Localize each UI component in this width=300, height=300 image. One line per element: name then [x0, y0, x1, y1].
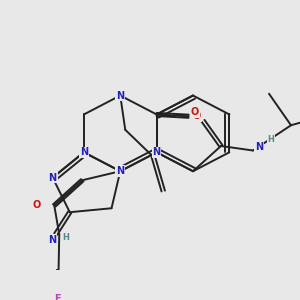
Text: N: N [255, 142, 263, 152]
Text: O: O [191, 107, 199, 117]
Text: F: F [54, 294, 61, 300]
Text: N: N [116, 91, 124, 100]
Text: N: N [49, 172, 57, 183]
Text: O: O [46, 237, 55, 247]
Text: N: N [153, 147, 161, 157]
Text: O: O [32, 200, 41, 211]
Text: N: N [116, 166, 124, 176]
Text: N: N [80, 147, 88, 157]
Text: N: N [48, 235, 56, 245]
Text: O: O [193, 111, 201, 121]
Text: H: H [268, 135, 274, 144]
Text: H: H [62, 233, 69, 242]
